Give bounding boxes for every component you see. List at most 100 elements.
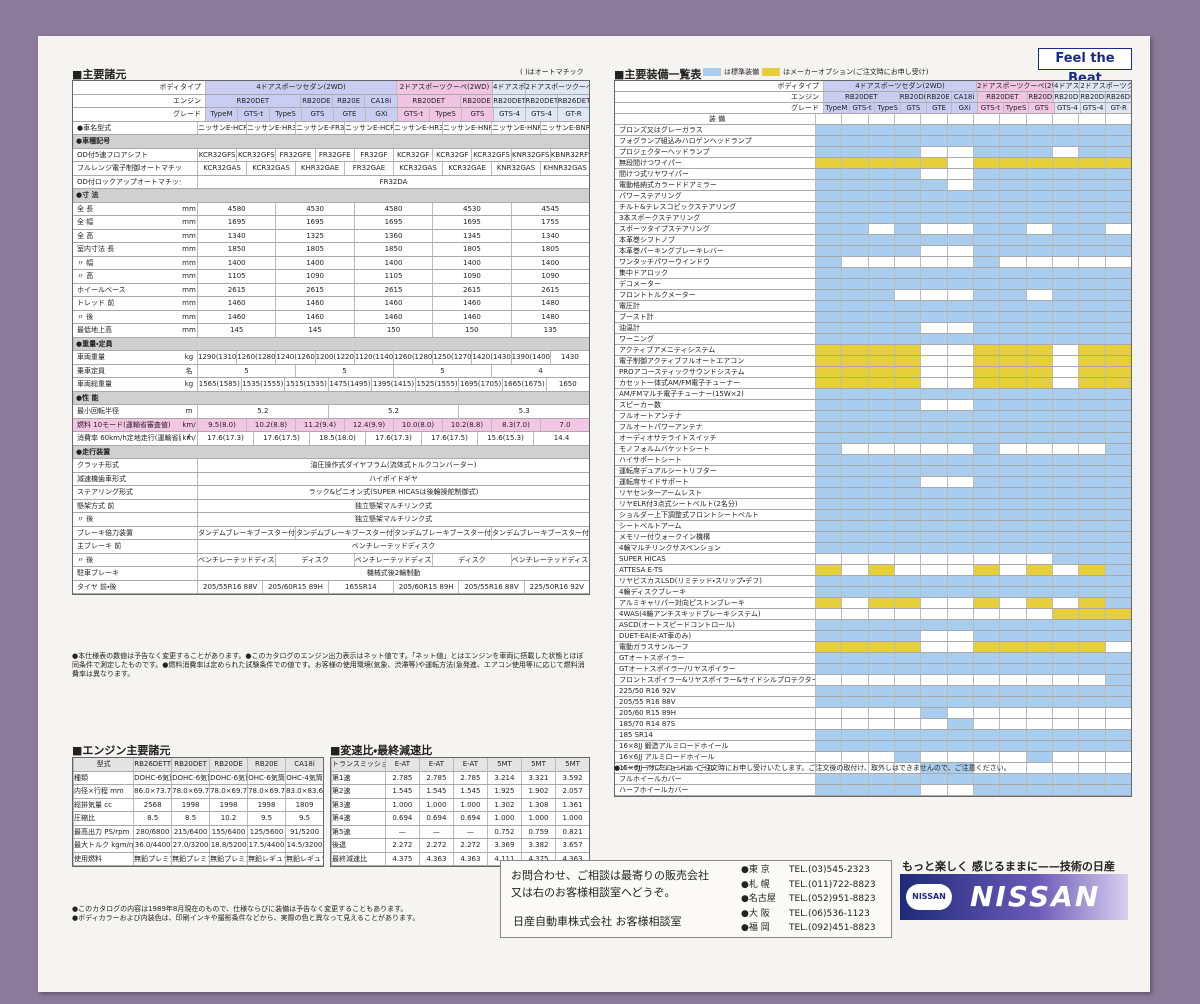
equip-cell (1051, 708, 1079, 718)
equip-cell (815, 345, 842, 355)
row-unit-blank (181, 486, 197, 499)
equip-cell (1078, 521, 1105, 531)
equip-cell (1078, 477, 1105, 487)
spec-row: 車両総重量 kg 1565(1585) 1535(1555) 1515(1535) 147… (73, 378, 589, 392)
contact-line: 又は右のお客様相談室へどうぞ。 (511, 886, 676, 899)
equip-cell (867, 422, 894, 432)
equip-cell (893, 708, 921, 718)
table-value: DOHC-6気筒 (171, 771, 209, 784)
equip-item: アクティブアメニティシステム (619, 346, 716, 354)
equip-cell (893, 697, 921, 707)
equip-cell (893, 730, 921, 740)
equip-cell (815, 620, 842, 630)
spec-value: KCR32GAS (197, 162, 246, 175)
equip-cell (1051, 543, 1079, 553)
equip-cell (999, 554, 1026, 564)
table-value: 3.657 (555, 839, 589, 852)
equip-cell (999, 400, 1026, 410)
equip-row: 間けつ式リヤワイパー (615, 169, 1131, 180)
spec-value: 独立懸架マルチリンク式 (197, 513, 589, 526)
row-unit-blank (181, 149, 197, 162)
equip-cell (893, 411, 921, 421)
equip-cell (999, 774, 1026, 784)
blank-cell (867, 114, 894, 124)
equip-cell (893, 521, 921, 531)
equip-cell (946, 554, 973, 564)
section-row: ●重量・定員 (73, 337, 589, 351)
equip-cell (1078, 631, 1105, 641)
equip-cell (999, 741, 1026, 751)
equip-cell (1104, 510, 1131, 520)
equip-item: リヤビスカスLSD(リミテッド・スリップ・デフ) (619, 577, 762, 585)
equip-cell (920, 422, 947, 432)
row-label: 使用燃料 (73, 852, 133, 865)
table-value: 2.785 (418, 771, 453, 784)
table-row: 最大トルク kgm/rpm36.0/440027.0/320018.8/5200… (73, 839, 323, 853)
spec-value: 1345 (432, 229, 510, 242)
equip-cell (1078, 389, 1105, 399)
grade: GTS-t (237, 108, 269, 121)
equip-cell (867, 389, 894, 399)
equip-cell (893, 653, 921, 663)
equip-cell (920, 290, 947, 300)
equip-cell (946, 719, 973, 729)
equip-item: 15×6JJ アルミロードホイール (619, 764, 715, 772)
equip-cell (1078, 367, 1105, 377)
equip-cell (1104, 554, 1131, 564)
equip-cell (893, 180, 921, 190)
equip-cell (999, 565, 1026, 575)
spec-value: 5 (393, 364, 491, 377)
spec-row: OD付5速フロアシフト KCR32GFS KCR32GFS FR32GFE FR32GF… (73, 148, 589, 162)
row-unit-blank (181, 473, 197, 486)
equip-cell (893, 169, 921, 179)
spec-value: 1695(1705) (458, 378, 502, 391)
header-row: 装 備 (615, 114, 1131, 125)
section-heading: ●走行装置 (73, 445, 589, 458)
office-tel: TEL.(06)536-1123 (789, 908, 870, 919)
equip-cell (893, 202, 921, 212)
equip-cell (972, 664, 1000, 674)
table-row: 第1速 2.785 2.785 2.785 3.214 3.321 3.592 (331, 771, 589, 785)
row-unit: mm (182, 312, 196, 321)
equip-cell (1025, 356, 1052, 366)
equip-cell (893, 664, 921, 674)
equip-cell (1051, 246, 1079, 256)
equip-cell (972, 235, 1000, 245)
spec-value: KHNR32GAS (540, 162, 589, 175)
spec-value: ニッサンE-HNR32 (491, 121, 540, 134)
equip-cell (815, 378, 842, 388)
office: ●名古屋 TEL.(052)951-8823 (741, 892, 876, 907)
equip-cell (946, 180, 973, 190)
spec-value: 1695 (197, 216, 275, 229)
equip-cell (841, 510, 868, 520)
equip-cell (1078, 554, 1105, 564)
spec-value: 1515(1535) (284, 378, 328, 391)
equip-item: ブロンズ又はグレーガラス (619, 126, 703, 134)
grade: GTE (925, 103, 952, 113)
row-label: 消費率 60km/h定地走行(運輸省届出値) (77, 434, 181, 442)
grade: TypeS (874, 103, 901, 113)
spec-value: 4580 (197, 202, 275, 215)
equip-cell (972, 334, 1000, 344)
equip-cell (1025, 730, 1052, 740)
equip-cell (972, 125, 1000, 135)
equip-cell (972, 367, 1000, 377)
row-label: 最小回転半径 (77, 407, 119, 415)
equip-cell (867, 664, 894, 674)
spec-value: ディスク (275, 553, 353, 566)
equip-cell (920, 246, 947, 256)
equip-cell (1025, 510, 1052, 520)
body-type: 4ドアスポーツセダン(4WD) (1053, 81, 1080, 91)
equip-cell (946, 620, 973, 630)
table-value: 1.000 (555, 812, 589, 825)
equip-row: アクティブアメニティシステム (615, 345, 1131, 356)
equip-cell (972, 323, 1000, 333)
equip-cell (841, 136, 868, 146)
table-value: 91/5200 (285, 825, 323, 838)
table-value: 2568 (133, 798, 171, 811)
equip-cell (1104, 477, 1131, 487)
spec-value: 1805 (432, 243, 510, 256)
table-value: 1.308 (520, 798, 555, 811)
equip-cell (841, 356, 868, 366)
